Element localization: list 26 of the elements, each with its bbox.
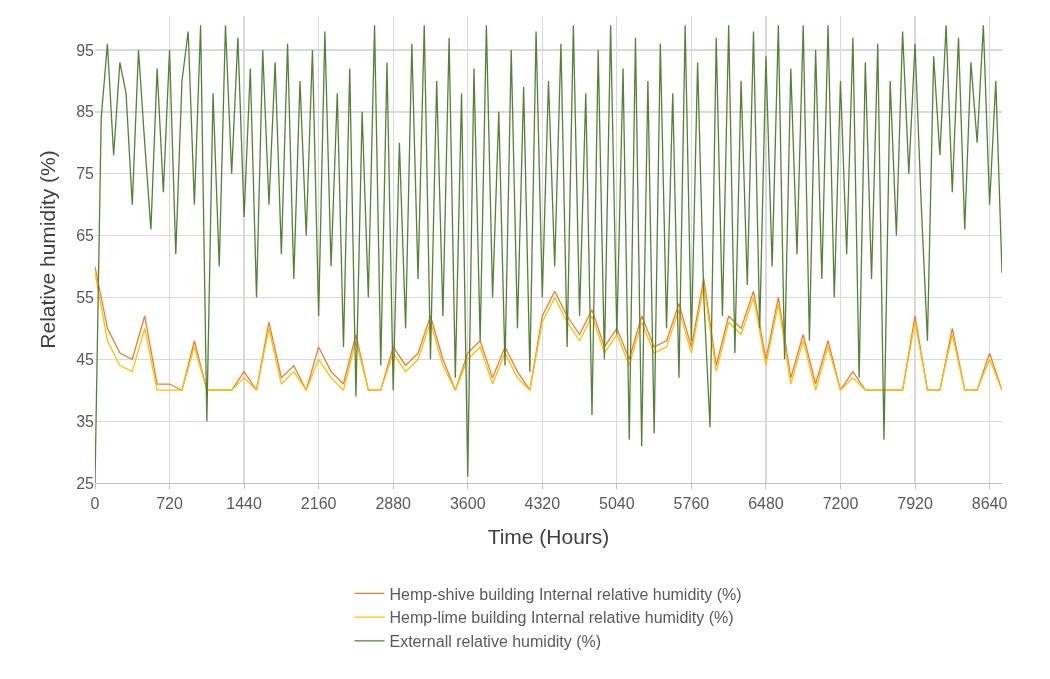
x-axis-title: Time (Hours) <box>487 524 610 548</box>
y-tick-label: 95 <box>76 41 95 59</box>
x-tick-label: 2880 <box>375 494 412 512</box>
x-tick-label: 5760 <box>673 494 710 512</box>
legend-label: Hemp-lime building Internal relative humidity (%) <box>389 609 734 627</box>
x-tick-label: 0 <box>90 494 100 512</box>
x-tick-label: 7200 <box>822 494 859 512</box>
y-tick-label: 65 <box>76 227 95 245</box>
y-tick-label: 55 <box>76 289 95 307</box>
y-tick-label: 25 <box>76 474 95 492</box>
x-tick-label: 2160 <box>300 494 337 512</box>
y-tick-label: 35 <box>76 412 95 430</box>
x-tick-label: 1440 <box>226 494 262 512</box>
legend-label: Hemp-shive building Internal relative humidity (%) <box>389 585 742 603</box>
x-tick-label: 3600 <box>449 494 486 512</box>
y-tick-label: 75 <box>76 165 95 183</box>
x-tick-label: 6480 <box>748 494 784 512</box>
legend-label: Externall relative humidity (%) <box>389 633 602 651</box>
x-tick-label: 720 <box>156 494 183 512</box>
y-axis-title: Relative humidity (%) <box>36 150 60 349</box>
x-tick-label: 4320 <box>524 494 561 512</box>
x-tick-label: 8640 <box>971 494 1008 512</box>
y-tick-label: 85 <box>76 103 95 121</box>
y-tick-label: 45 <box>76 350 95 368</box>
x-tick-label: 5040 <box>599 494 635 512</box>
x-tick-label: 7920 <box>897 494 933 512</box>
